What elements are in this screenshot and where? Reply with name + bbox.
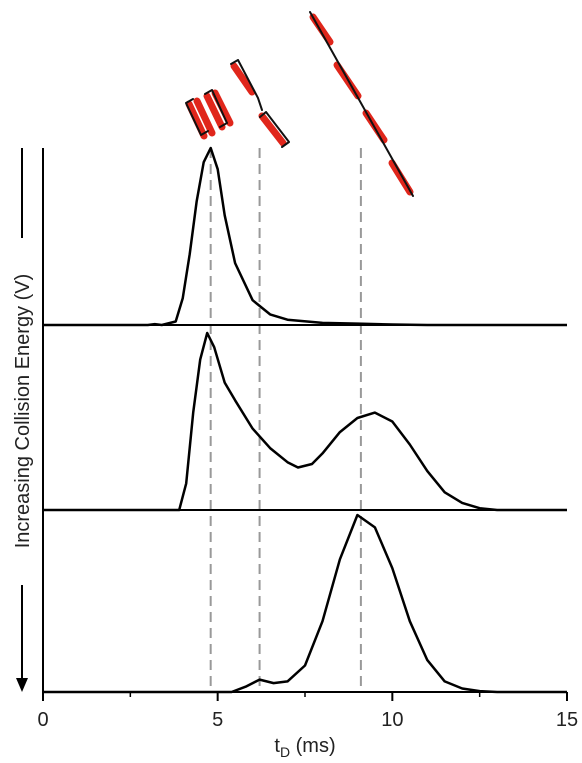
- trace: [43, 513, 567, 694]
- trace: [43, 146, 567, 327]
- cartoon-icons: [185, 11, 414, 197]
- y-arrowhead: [16, 678, 28, 692]
- x-tick-label: 0: [37, 709, 48, 731]
- y-axis-label: Increasing Collision Energy (V): [12, 274, 34, 549]
- trace: [43, 331, 567, 512]
- x-tick-label: 15: [556, 709, 578, 731]
- x-tick-label: 10: [381, 709, 403, 731]
- x-tick-label: 5: [212, 709, 223, 731]
- x-axis-label: tD (ms): [274, 735, 335, 760]
